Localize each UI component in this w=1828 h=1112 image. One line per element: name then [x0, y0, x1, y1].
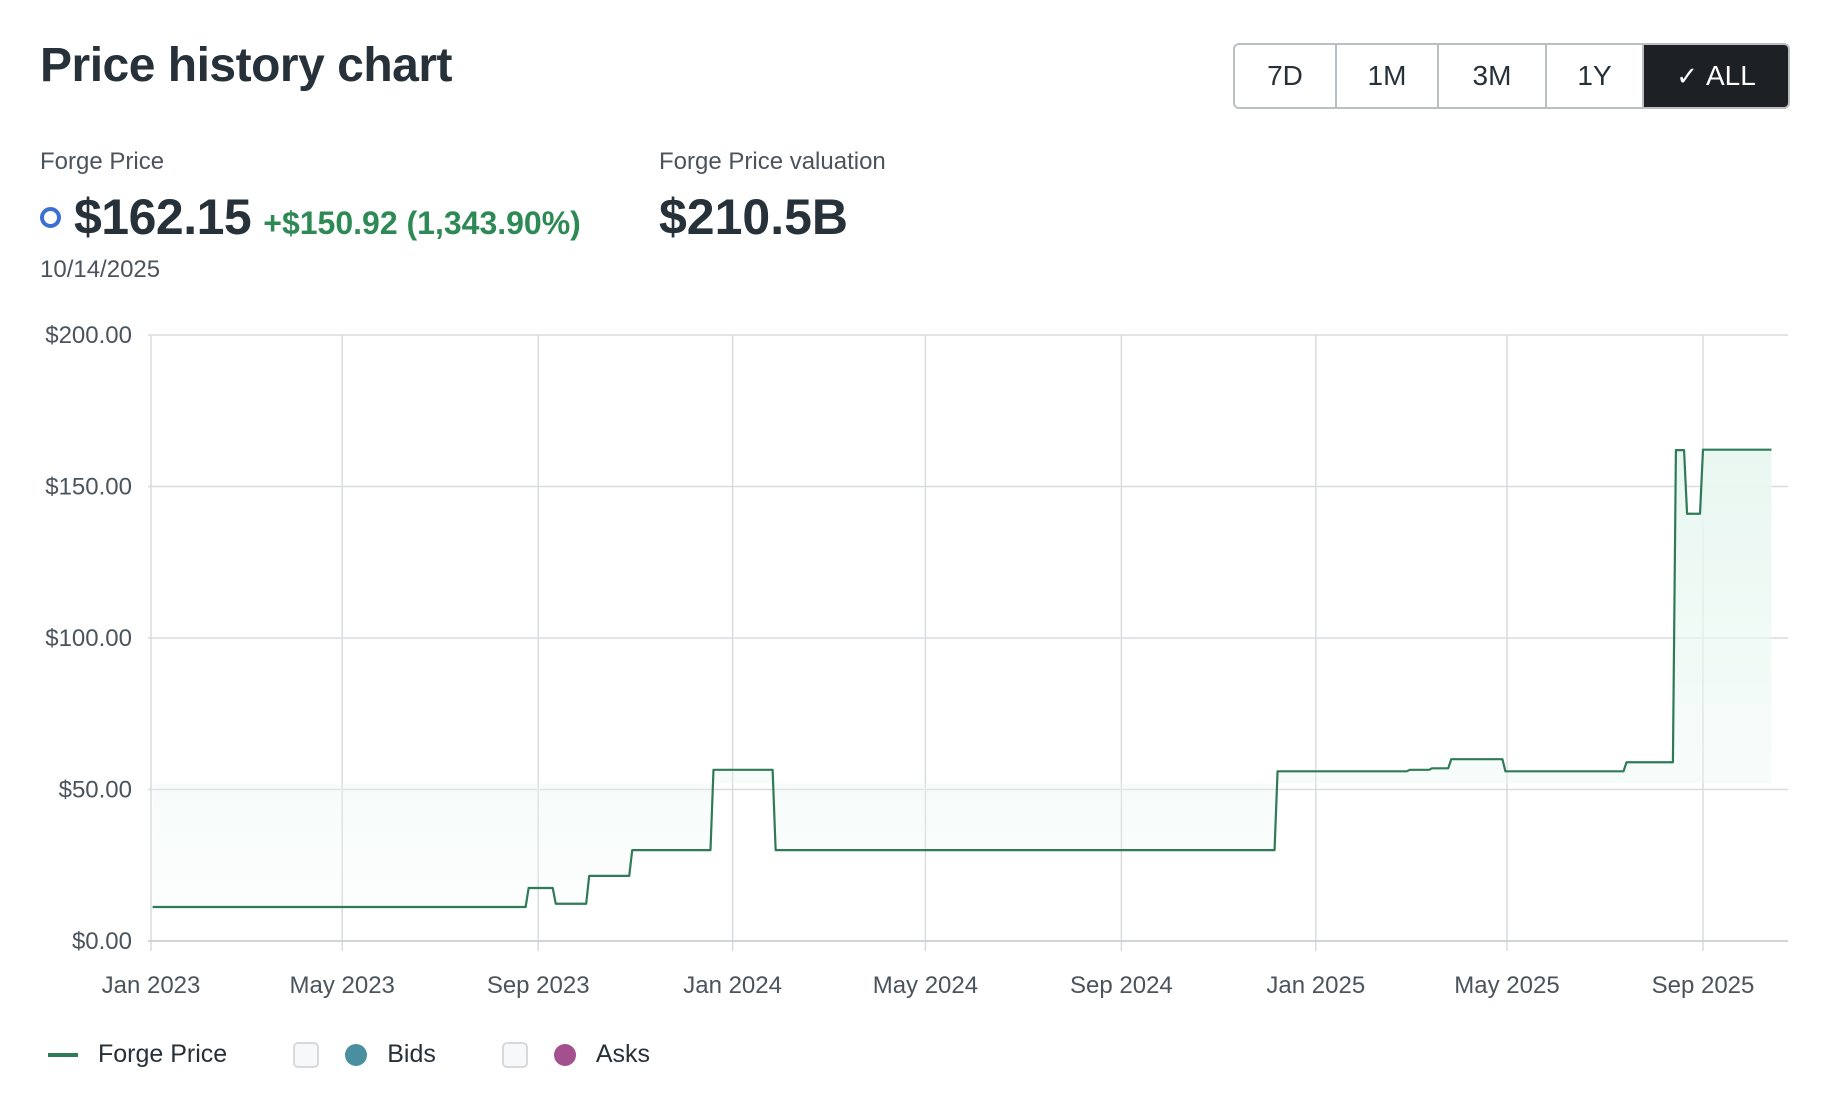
axis-ticks: $0.00 $50.00 $100.00 $150.00 $200.00 Jan 2023… [45, 322, 1754, 999]
y-tick-label: $50.00 [59, 777, 132, 804]
legend-forge-label: Forge Price [98, 1040, 228, 1068]
forge-price-row: $162.15 +$150.92 (1,343.90%) [40, 188, 581, 246]
legend-bids[interactable]: Bids [293, 1040, 436, 1069]
price-date: 10/14/2025 [40, 256, 161, 283]
x-tick-label: Jan 2023 [102, 972, 201, 999]
range-1y-button[interactable]: 1Y [1547, 45, 1644, 107]
legend-asks[interactable]: Asks [501, 1040, 651, 1069]
legend-line-icon [48, 1052, 78, 1057]
bids-dot-icon [345, 1043, 368, 1066]
price-change: +$150.92 (1,343.90%) [263, 205, 581, 241]
time-range-selector: 7D 1M 3M 1Y ✓ ALL [1233, 43, 1790, 109]
legend-asks-label: Asks [595, 1040, 651, 1068]
forge-price-value: $162.15 [74, 189, 252, 245]
x-tick-label: Jan 2025 [1266, 972, 1365, 999]
range-all-label: ALL [1705, 60, 1756, 91]
y-tick-label: $200.00 [45, 322, 132, 349]
price-history-chart: $0.00 $50.00 $100.00 $150.00 $200.00 Jan 2023… [45, 322, 1788, 999]
y-tick-label: $100.00 [45, 625, 132, 652]
x-tick-label: Sep 2025 [1652, 972, 1755, 999]
y-tick-label: $150.00 [45, 474, 132, 501]
range-7d-button[interactable]: 7D [1235, 45, 1337, 107]
series-marker-icon [40, 207, 61, 228]
range-1m-button[interactable]: 1M [1337, 45, 1439, 107]
x-tick-label: Sep 2024 [1070, 972, 1173, 999]
chart-legend: Forge Price Bids Asks [48, 1040, 650, 1069]
range-3m-button[interactable]: 3M [1439, 45, 1547, 107]
range-all-button[interactable]: ✓ ALL [1644, 45, 1788, 107]
range-7d-label: 7D [1267, 60, 1303, 91]
x-tick-label: May 2025 [1454, 972, 1559, 999]
bids-checkbox[interactable] [293, 1041, 320, 1068]
range-1m-label: 1M [1367, 60, 1407, 91]
valuation-value: $210.5B [659, 189, 849, 245]
valuation-label: Forge Price valuation [659, 148, 886, 175]
asks-dot-icon [553, 1043, 576, 1066]
page-title: Price history chart [40, 39, 453, 92]
range-3m-label: 3M [1472, 60, 1512, 91]
price-area-fill [152, 449, 1772, 907]
range-1y-label: 1Y [1577, 60, 1612, 91]
asks-checkbox[interactable] [501, 1041, 528, 1068]
x-tick-label: May 2023 [290, 972, 395, 999]
forge-price-series-line [152, 448, 1772, 909]
price-line [152, 448, 1772, 909]
x-tick-label: Jan 2024 [683, 972, 782, 999]
forge-price-label: Forge Price [40, 148, 165, 175]
checkmark-icon: ✓ [1676, 60, 1698, 91]
x-tick-label: Sep 2023 [487, 972, 590, 999]
x-tick-label: May 2024 [873, 972, 978, 999]
legend-forge-price[interactable]: Forge Price [48, 1040, 227, 1069]
price-area [152, 449, 1772, 907]
y-tick-label: $0.00 [72, 928, 132, 955]
legend-bids-label: Bids [387, 1040, 436, 1068]
